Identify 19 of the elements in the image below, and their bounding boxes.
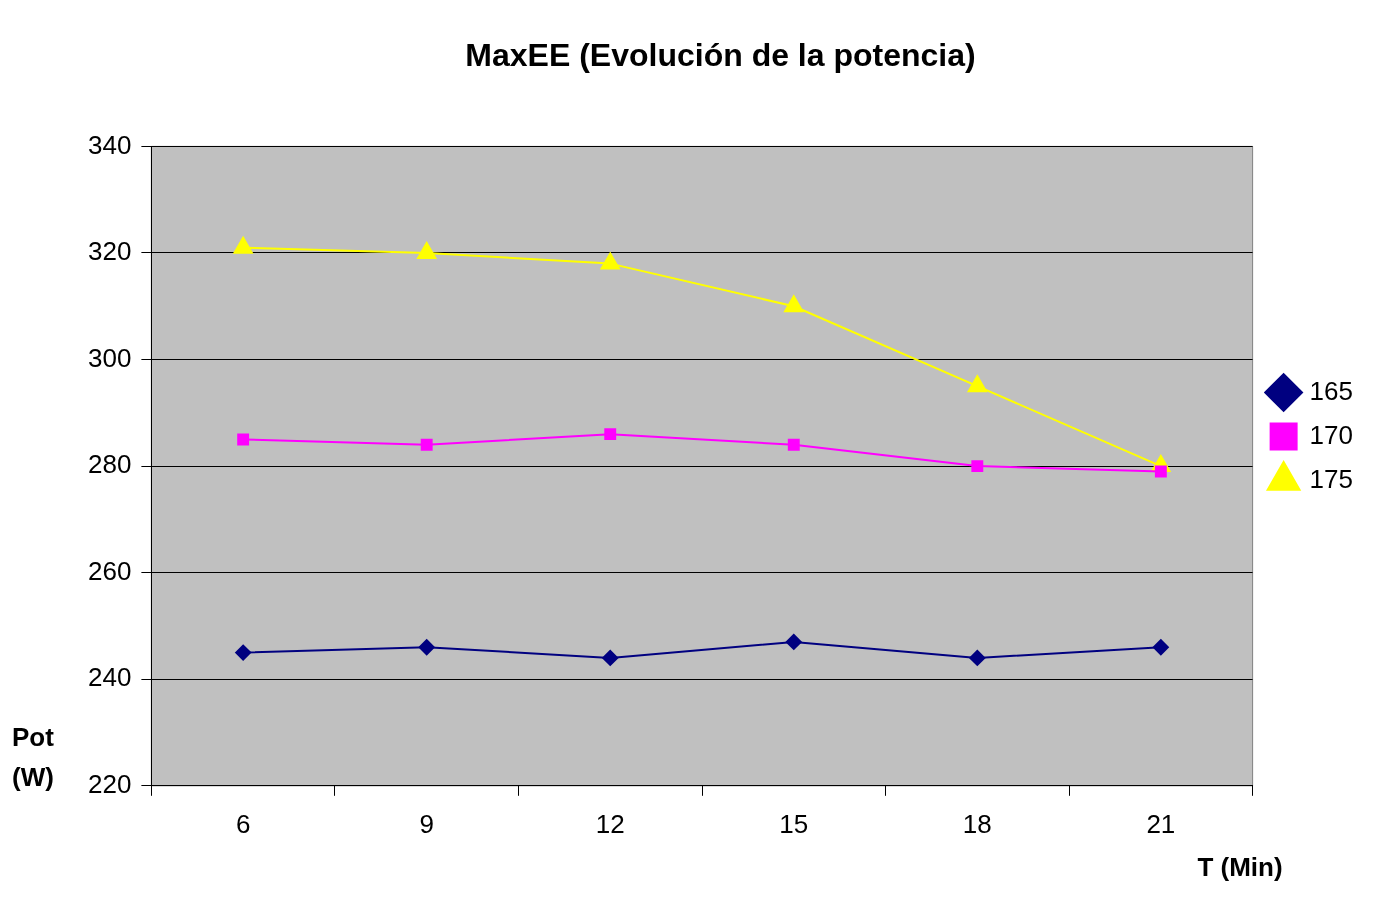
- legend-label: 170: [1309, 419, 1354, 450]
- y-tick-label: 240: [87, 662, 132, 693]
- x-tick-label: 18: [962, 808, 992, 839]
- x-axis-title: T (Min): [1197, 851, 1283, 882]
- y-axis-title: Pot (W): [12, 721, 55, 792]
- x-tick-label: 21: [1146, 808, 1176, 839]
- x-tick-label: 12: [595, 808, 625, 839]
- y-tick-label: 340: [87, 129, 132, 160]
- y-tick-label: 300: [87, 342, 132, 373]
- legend-label: 175: [1309, 463, 1354, 494]
- y-tick-label: 260: [87, 555, 132, 586]
- x-tick-label: 9: [419, 808, 434, 839]
- legend-label: 165: [1309, 375, 1354, 406]
- chart-title: MaxEE (Evolución de la potencia): [465, 37, 976, 74]
- y-tick-label: 280: [87, 449, 132, 480]
- y-tick-label: 220: [87, 768, 132, 799]
- y-tick-label: 320: [87, 236, 132, 267]
- x-tick-label: 15: [779, 808, 809, 839]
- x-tick-label: 6: [235, 808, 251, 839]
